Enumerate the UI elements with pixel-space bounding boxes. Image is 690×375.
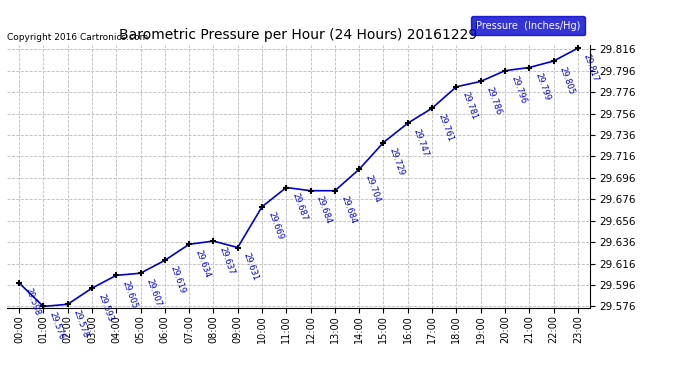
Text: 29.704: 29.704 [364,174,382,204]
Text: 29.598: 29.598 [23,287,41,317]
Text: 29.607: 29.607 [145,278,163,308]
Text: 29.687: 29.687 [290,192,309,222]
Text: 29.593: 29.593 [96,292,115,323]
Text: 29.817: 29.817 [582,53,600,83]
Text: 29.796: 29.796 [509,75,528,105]
Text: 29.576: 29.576 [48,310,66,341]
Legend: Pressure  (Inches/Hg): Pressure (Inches/Hg) [471,16,585,36]
Text: 29.637: 29.637 [217,245,236,276]
Text: 29.781: 29.781 [460,91,479,122]
Text: 29.805: 29.805 [558,65,576,96]
Text: 29.786: 29.786 [485,86,503,116]
Text: 29.684: 29.684 [315,195,333,225]
Text: 29.631: 29.631 [242,252,260,282]
Text: 29.747: 29.747 [412,128,431,158]
Text: 29.578: 29.578 [72,309,90,339]
Text: 29.619: 29.619 [169,264,188,295]
Text: 29.684: 29.684 [339,195,357,225]
Text: 29.605: 29.605 [120,279,139,310]
Title: Barometric Pressure per Hour (24 Hours) 20161229: Barometric Pressure per Hour (24 Hours) … [119,28,477,42]
Text: Copyright 2016 Cartronics.com: Copyright 2016 Cartronics.com [7,33,148,42]
Text: 29.761: 29.761 [436,112,455,143]
Text: 29.634: 29.634 [193,249,212,279]
Text: 29.669: 29.669 [266,211,284,242]
Text: 29.729: 29.729 [388,147,406,177]
Text: 29.799: 29.799 [533,72,552,102]
